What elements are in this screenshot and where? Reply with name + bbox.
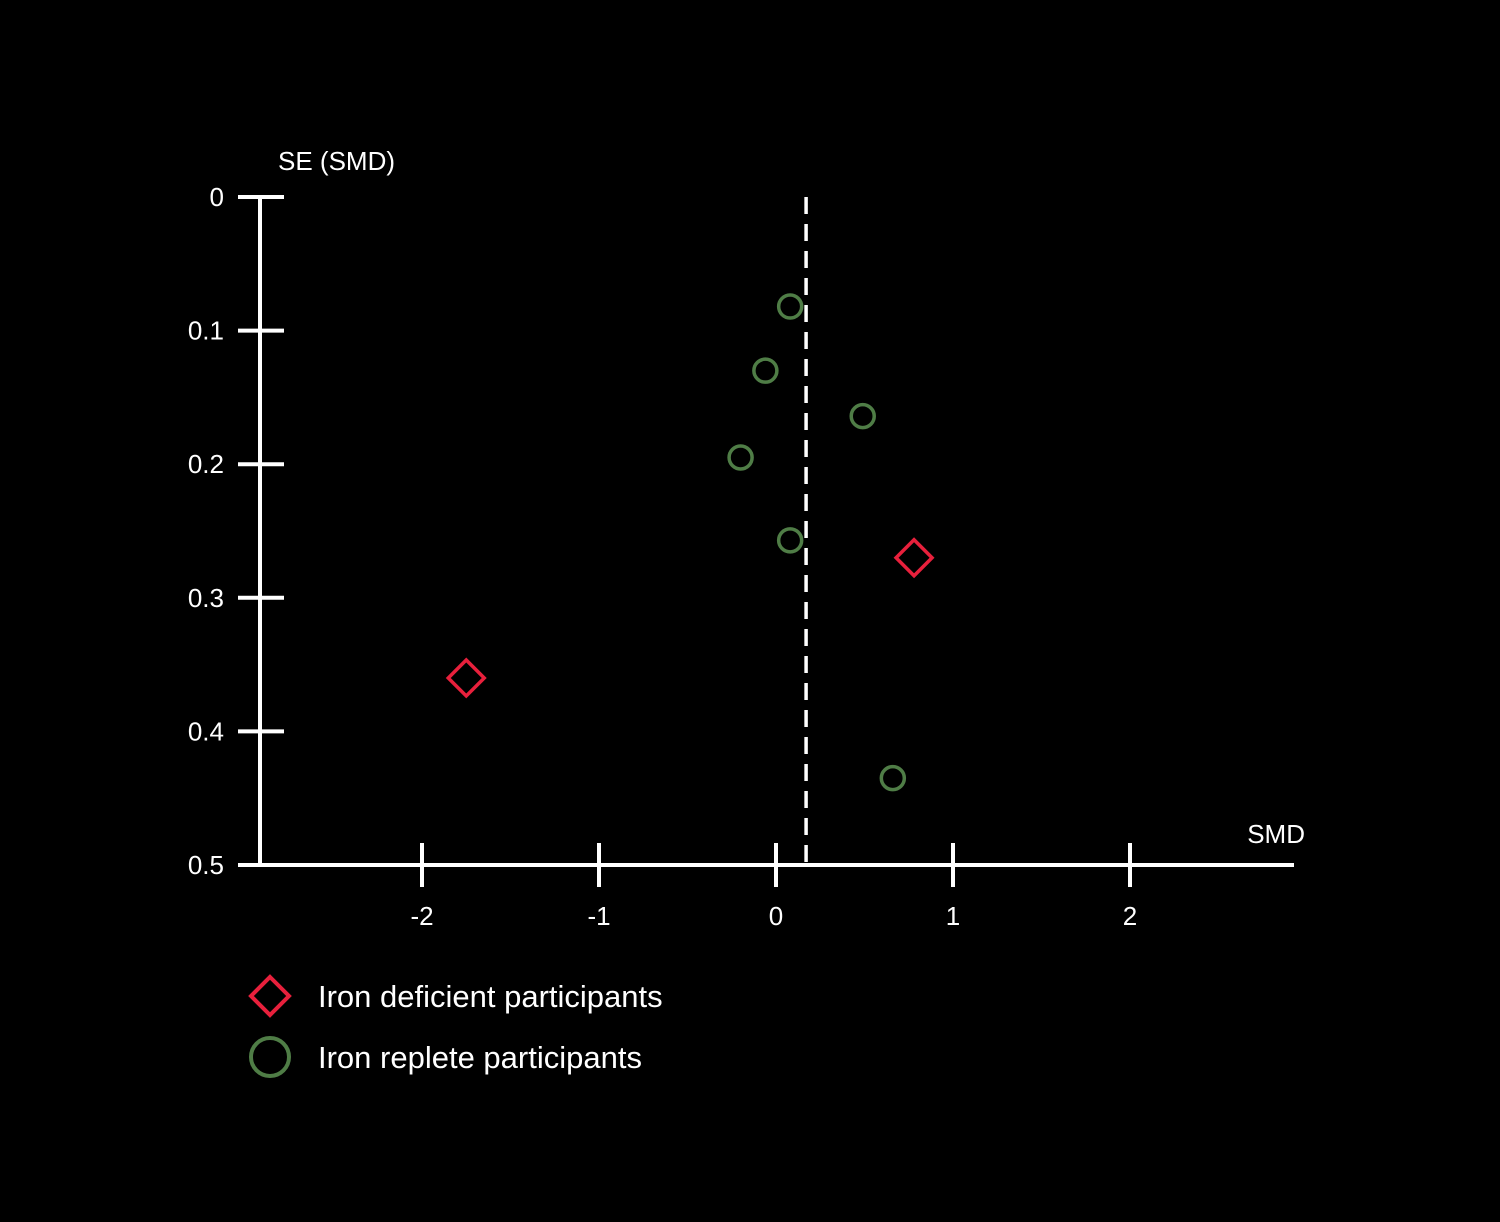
legend: Iron deficient participants Iron replete… [248, 974, 663, 1078]
x-tick-label: 2 [1123, 901, 1137, 931]
x-tick-label: -2 [410, 901, 433, 931]
legend-item-iron-replete: Iron replete participants [249, 1036, 642, 1078]
x-axis-title: SMD [1247, 819, 1305, 849]
circle-marker [776, 293, 804, 320]
y-axis-title: SE (SMD) [278, 146, 395, 176]
x-tick-label: -1 [587, 901, 610, 931]
x-tick-label: 1 [946, 901, 960, 931]
legend-item-iron-deficient: Iron deficient participants [248, 974, 663, 1018]
y-tick-label: 0 [210, 182, 224, 212]
data-markers [445, 293, 935, 792]
y-ticks: 0 0.1 0.2 0.3 0.4 0.5 [188, 182, 284, 880]
y-tick-label: 0.3 [188, 583, 224, 613]
circle-marker [776, 527, 804, 554]
circle-marker [879, 764, 907, 792]
legend-label-iron-deficient: Iron deficient participants [318, 979, 663, 1014]
x-ticks: -2 -1 0 1 2 [410, 843, 1137, 931]
y-tick-label: 0.1 [188, 316, 224, 346]
circle-marker [752, 357, 779, 384]
legend-circle-icon [249, 1036, 291, 1078]
y-tick-label: 0.2 [188, 449, 224, 479]
circle-marker [727, 444, 754, 471]
y-tick-label: 0.4 [188, 716, 224, 746]
diamond-marker [445, 657, 487, 699]
y-tick-label: 0.5 [188, 850, 224, 880]
axes: SE (SMD) SMD [238, 146, 1305, 867]
legend-diamond-icon [248, 974, 292, 1018]
diamond-marker [893, 537, 935, 579]
circle-marker [849, 402, 876, 430]
x-tick-label: 0 [769, 901, 783, 931]
legend-label-iron-replete: Iron replete participants [318, 1040, 642, 1075]
